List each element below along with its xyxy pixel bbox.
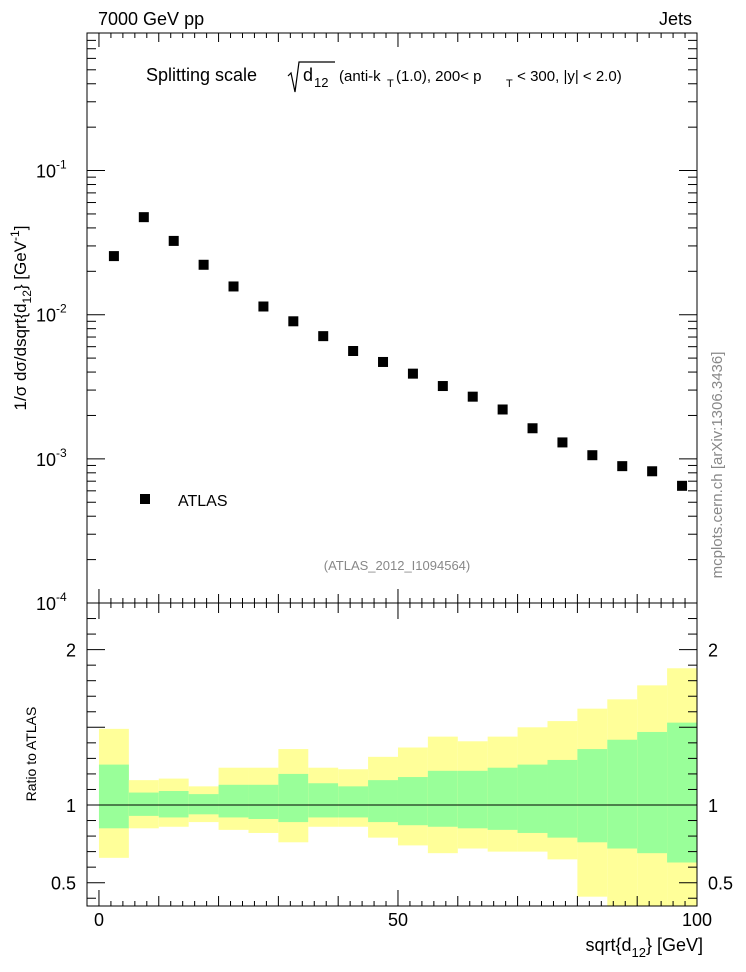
main-y-tick-label: 10-2 bbox=[36, 302, 67, 326]
legend: ATLAS bbox=[140, 493, 228, 510]
stat-uncertainty-band bbox=[248, 784, 279, 819]
atlas-data-point bbox=[168, 235, 179, 246]
ratio-y-tick-label-right: 2 bbox=[708, 641, 718, 661]
atlas-data-point bbox=[258, 301, 269, 312]
main-plot-title: Splitting scale d 12 (anti-k T (1.0), 20… bbox=[146, 61, 622, 93]
title-k-sub: T bbox=[387, 78, 394, 90]
stat-uncertainty-band bbox=[397, 777, 428, 826]
atlas-data-points bbox=[108, 212, 688, 491]
atlas-data-point bbox=[587, 450, 598, 461]
title-rest: (anti-k bbox=[339, 68, 381, 85]
atlas-data-point bbox=[617, 461, 628, 472]
atlas-data-point bbox=[378, 356, 389, 367]
main-y-axis-label: 1/σ dσ/dsqrt{d12} [GeV-1] bbox=[8, 226, 34, 411]
x-tick-label: 50 bbox=[388, 910, 408, 930]
main-plot: Splitting scale d 12 (anti-k T (1.0), 20… bbox=[8, 32, 698, 614]
stat-uncertainty-band bbox=[517, 764, 548, 833]
stat-uncertainty-band bbox=[308, 783, 339, 818]
x-axis-label: sqrt{d12} [GeV] bbox=[585, 935, 703, 960]
stat-uncertainty-band bbox=[158, 791, 189, 818]
stat-uncertainty-band bbox=[368, 780, 398, 823]
stat-uncertainty-band bbox=[278, 773, 309, 823]
atlas-data-point bbox=[138, 212, 149, 223]
stat-uncertainty-band bbox=[98, 764, 129, 829]
ratio-axis-ticks bbox=[87, 602, 698, 906]
x-tick-labels: 0 50 100 bbox=[94, 910, 712, 930]
title-rest3: < 300, |y| < 2.0) bbox=[513, 68, 622, 85]
atlas-data-point bbox=[108, 251, 119, 262]
main-y-tick-label: 10-3 bbox=[36, 446, 67, 470]
atlas-data-point bbox=[527, 423, 538, 434]
header-right: Jets bbox=[659, 9, 692, 29]
main-y-tick-label: 10-1 bbox=[36, 158, 67, 182]
ratio-y-tick-label-left: 1 bbox=[66, 796, 76, 816]
atlas-data-point bbox=[677, 480, 688, 491]
atlas-data-point bbox=[407, 368, 418, 379]
legend-label: ATLAS bbox=[178, 493, 228, 510]
stat-uncertainty-band bbox=[577, 749, 608, 843]
stat-uncertainty-band bbox=[188, 794, 219, 815]
atlas-data-point bbox=[467, 391, 478, 402]
main-y-tick-labels: 10-1 10-2 10-3 10-4 bbox=[36, 158, 67, 614]
ratio-y-tick-labels: 2 2 1 1 0.5 0.5 bbox=[51, 641, 733, 894]
stat-uncertainty-band bbox=[607, 739, 638, 849]
ratio-uncertainty-bands bbox=[98, 668, 697, 906]
atlas-data-point bbox=[288, 316, 299, 327]
stat-uncertainty-band bbox=[128, 792, 159, 816]
x-tick-label: 100 bbox=[682, 910, 712, 930]
main-axis-ticks bbox=[87, 32, 698, 604]
title-p-sub: T bbox=[506, 78, 513, 90]
x-tick-label: 0 bbox=[94, 910, 104, 930]
atlas-data-point bbox=[318, 331, 329, 342]
stat-uncertainty-band bbox=[427, 770, 458, 827]
stat-uncertainty-band bbox=[667, 722, 697, 863]
ratio-y-tick-label-right: 1 bbox=[708, 796, 718, 816]
atlas-data-point bbox=[497, 404, 508, 415]
atlas-data-point bbox=[228, 281, 239, 292]
stat-uncertainty-band bbox=[547, 759, 578, 838]
main-y-tick-label: 10-4 bbox=[36, 590, 67, 614]
ratio-y-tick-label-left: 2 bbox=[66, 641, 76, 661]
stat-uncertainty-band bbox=[487, 767, 518, 830]
ratio-y-axis-label: Ratio to ATLAS bbox=[23, 707, 39, 802]
legend-marker-square bbox=[140, 494, 150, 504]
analysis-id-watermark: (ATLAS_2012_I1094564) bbox=[324, 558, 470, 573]
atlas-data-point bbox=[348, 346, 359, 357]
stat-uncertainty-band bbox=[218, 784, 249, 818]
ratio-y-tick-label-right: 0.5 bbox=[708, 874, 733, 894]
main-plot-frame bbox=[86, 32, 698, 604]
atlas-data-point bbox=[437, 381, 448, 392]
title-d: d bbox=[303, 65, 313, 85]
ratio-plot-frame bbox=[86, 602, 698, 907]
title-main: Splitting scale bbox=[146, 65, 257, 85]
stat-uncertainty-band bbox=[338, 786, 369, 818]
atlas-data-point bbox=[557, 437, 568, 448]
sqrt-radical-icon bbox=[287, 61, 335, 93]
stat-uncertainty-band bbox=[637, 731, 668, 854]
atlas-data-point bbox=[647, 466, 658, 477]
stat-uncertainty-band bbox=[457, 770, 488, 829]
mcplots-side-label: mcplots.cern.ch [arXiv:1306.3436] bbox=[709, 352, 726, 579]
atlas-data-point bbox=[198, 259, 209, 270]
ratio-y-tick-label-left: 0.5 bbox=[51, 874, 76, 894]
ratio-plot: 2 2 1 1 0.5 0.5 0 50 100 Ratio to ATLAS sqrt{d1… bbox=[23, 602, 733, 960]
header-left: 7000 GeV pp bbox=[98, 9, 204, 29]
title-d-sub: 12 bbox=[314, 75, 328, 90]
title-rest2: (1.0), 200< p bbox=[396, 68, 481, 85]
